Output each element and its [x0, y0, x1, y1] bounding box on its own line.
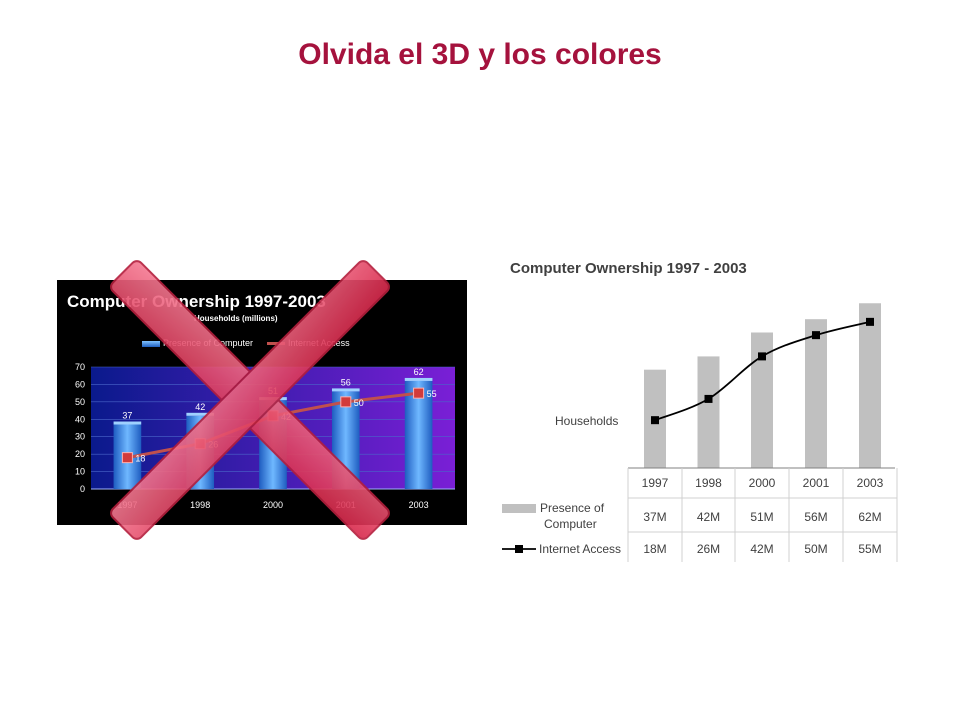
good-xtick-label: 2001: [803, 476, 830, 490]
good-table-cell: 26M: [697, 542, 720, 556]
bad-line-marker: [340, 396, 352, 408]
good-table-cell: 50M: [804, 542, 827, 556]
good-legend-bar-label-line1: Presence of: [540, 501, 605, 515]
bad-ytick-label: 0: [80, 484, 85, 494]
good-table-cell: 37M: [643, 510, 666, 524]
bad-ytick-label: 50: [75, 397, 85, 407]
bad-bar-data-label: 42: [195, 402, 205, 412]
slide-title: Olvida el 3D y los colores: [298, 38, 662, 71]
bad-xtick-label: 2003: [409, 500, 429, 510]
bad-line-data-label: 55: [427, 389, 437, 399]
good-table-cell: 56M: [804, 510, 827, 524]
good-table-cell: 42M: [697, 510, 720, 524]
bad-bar-data-label: 62: [414, 367, 424, 377]
bad-ytick-label: 60: [75, 379, 85, 389]
line-swatch-icon: [267, 342, 286, 346]
good-bar: [751, 332, 773, 468]
bad-bar-top: [404, 377, 433, 381]
bad-line-marker: [413, 387, 425, 399]
bad-line-data-label: 18: [135, 454, 145, 464]
bad-xtick-label: 2000: [263, 500, 283, 510]
good-chart-canvas: 1997 37M 18M 1998 42M 26M 2000 51M 42M 2001 56M 50M…: [502, 303, 898, 562]
bad-ytick-label: 30: [75, 432, 85, 442]
good-legend-line-label: Internet Access: [539, 542, 621, 556]
good-legend-bar-swatch: [502, 504, 536, 513]
bad-ytick-label: 70: [75, 362, 85, 372]
bad-bar-top: [186, 412, 215, 416]
good-table-cell: 51M: [750, 510, 773, 524]
good-table-cell: 62M: [858, 510, 881, 524]
good-chart-flat: 1997 37M 18M 1998 42M 26M 2000 51M 42M 2001 56M 50M…: [498, 252, 902, 567]
bad-line-marker: [121, 452, 133, 464]
bad-bar-data-label: 56: [341, 377, 351, 387]
good-chart-title: Computer Ownership 1997 - 2003: [510, 260, 747, 277]
good-xtick-label: 1997: [642, 476, 669, 490]
bad-ytick-label: 10: [75, 467, 85, 477]
good-line-marker: [812, 331, 820, 340]
red-x-cross-icon: [110, 260, 390, 540]
good-line-marker: [704, 394, 713, 403]
bad-bar-top: [113, 421, 142, 425]
bad-ytick-label: 40: [75, 414, 85, 424]
bad-line-data-label: 50: [354, 398, 364, 408]
good-bar: [859, 303, 881, 468]
good-table-cell: 42M: [750, 542, 773, 556]
bad-bar-top: [331, 388, 360, 392]
good-bar: [805, 319, 827, 468]
good-xtick-label: 2000: [749, 476, 776, 490]
good-xtick-label: 1998: [695, 476, 722, 490]
good-bar: [697, 356, 720, 468]
bad-bar: [404, 380, 433, 489]
good-line-marker: [866, 317, 874, 326]
good-legend-line-marker: [515, 545, 523, 553]
good-line-marker: [758, 352, 766, 361]
bad-ytick-label: 20: [75, 449, 85, 459]
good-line-marker: [651, 416, 659, 425]
good-chart-ylabel: Households: [555, 414, 619, 428]
good-table-cell: 55M: [858, 542, 881, 556]
good-legend-bar-label-line2: Computer: [544, 517, 597, 531]
good-table-cell: 18M: [643, 542, 666, 556]
bad-bar-data-label: 37: [122, 411, 132, 421]
bar-swatch-icon: [142, 340, 160, 347]
bad-chart-subtitle: Households (millions): [194, 314, 278, 323]
bad-xtick-label: 1998: [190, 500, 210, 510]
good-xtick-label: 2003: [857, 476, 884, 490]
